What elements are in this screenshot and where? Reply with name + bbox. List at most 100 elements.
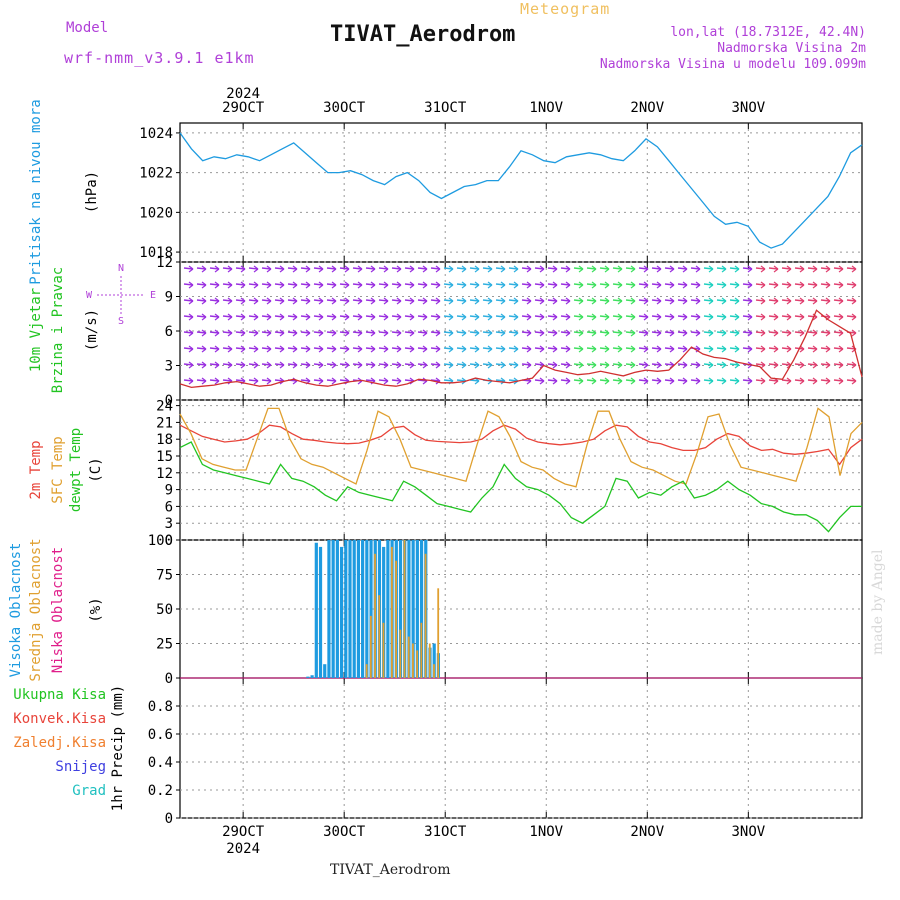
wind-arrowhead <box>370 281 376 289</box>
wind-arrowhead <box>214 329 220 337</box>
wind-arrowhead <box>591 329 597 337</box>
wind-arrowhead <box>448 361 454 369</box>
wind-arrowhead <box>331 345 337 353</box>
wind-arrow <box>196 379 207 382</box>
wind-arrow <box>443 347 454 350</box>
wind-arrowhead <box>214 361 220 369</box>
wind-arrowhead <box>760 361 766 369</box>
wind-arrow <box>612 331 623 334</box>
wind-arrowhead <box>591 281 597 289</box>
wind-arrow <box>222 299 233 302</box>
wind-arrowhead <box>695 329 701 337</box>
y-tick-label: 100 <box>148 533 173 549</box>
wind-arrowhead <box>617 345 623 353</box>
wind-arrow <box>248 379 259 382</box>
wind-arrow <box>547 299 558 302</box>
wind-arrowhead <box>604 361 610 369</box>
cloud-bar <box>365 540 369 678</box>
compass-s: S <box>118 316 124 327</box>
wind-arrow <box>742 331 753 334</box>
wind-arrowhead <box>201 297 207 305</box>
wind-arrow <box>469 331 480 334</box>
wind-arrow <box>404 379 415 382</box>
wind-arrowhead <box>591 361 597 369</box>
cloud-bar <box>398 540 403 678</box>
wind-arrow <box>508 299 519 302</box>
wind-arrowhead <box>578 297 584 305</box>
wind-arrow <box>235 315 246 318</box>
wind-arrow <box>781 267 792 270</box>
wind-arrowhead <box>825 345 831 353</box>
wind-arrow <box>820 347 831 350</box>
wind-arrow <box>261 379 272 382</box>
wind-arrow <box>235 331 246 334</box>
wind-arrow <box>183 379 194 382</box>
cloud-bar <box>356 540 361 678</box>
wind-arrowhead <box>760 329 766 337</box>
wind-arrowhead <box>201 265 207 273</box>
wind-arrow <box>690 315 701 318</box>
wind-arrow <box>547 347 558 350</box>
wind-arrowhead <box>799 313 805 321</box>
wind-arrowhead <box>734 377 740 385</box>
wind-arrow <box>729 363 740 366</box>
wind-arrow <box>287 347 298 350</box>
wind-arrow <box>222 347 233 350</box>
cloud-bar <box>416 650 419 678</box>
wind-arrow <box>274 315 285 318</box>
wind-arrowhead <box>695 281 701 289</box>
wind-arrow <box>443 267 454 270</box>
wind-arrowhead <box>656 313 662 321</box>
wind-arrowhead <box>253 377 259 385</box>
cloud-bar <box>407 636 410 678</box>
wind-arrowhead <box>253 281 259 289</box>
wind-arrow <box>456 331 467 334</box>
wind-arrow <box>833 315 844 318</box>
y-tick-label: 12 <box>156 255 173 271</box>
wind-arrow <box>729 299 740 302</box>
model-label: Model <box>66 20 109 36</box>
wind-arrow <box>586 347 597 350</box>
wind-arrow <box>482 331 493 334</box>
y-tick-label: 12 <box>156 466 173 482</box>
wind-arrowhead <box>760 281 766 289</box>
wind-arrow <box>521 347 532 350</box>
wind-arrow <box>287 267 298 270</box>
wind-arrow <box>547 331 558 334</box>
wind-arrow <box>716 267 727 270</box>
wind-arrowhead <box>396 265 402 273</box>
wind-arrow <box>469 283 480 286</box>
wind-arrowhead <box>721 377 727 385</box>
wind-arrowhead <box>500 297 506 305</box>
wind-arrowhead <box>409 297 415 305</box>
wind-arrow <box>560 347 571 350</box>
wind-arrow <box>326 267 337 270</box>
wind-arrow <box>339 283 350 286</box>
wind-arrowhead <box>396 297 402 305</box>
wind-arrowhead <box>578 265 584 273</box>
wind-arrowhead <box>617 313 623 321</box>
wind-arrowhead <box>760 377 766 385</box>
wind-arrowhead <box>773 361 779 369</box>
wind-arrow <box>625 267 636 270</box>
temp-axis-2m: 2m Temp <box>28 440 44 499</box>
wind-arrow <box>625 379 636 382</box>
wind-arrow <box>560 267 571 270</box>
meteogram-label: Meteogram <box>520 0 611 18</box>
cloud-bar <box>369 540 373 678</box>
wind-arrowhead <box>669 377 675 385</box>
wind-arrow <box>339 379 350 382</box>
wind-arrow <box>638 267 649 270</box>
wind-arrowhead <box>539 329 545 337</box>
wind-arrow <box>183 299 194 302</box>
wind-arrow <box>300 315 311 318</box>
wind-arrowhead <box>669 313 675 321</box>
wind-arrow <box>365 347 376 350</box>
wind-arrow <box>391 315 402 318</box>
wind-arrow <box>651 379 662 382</box>
cloud-bar <box>382 546 386 678</box>
wind-arrow <box>781 379 792 382</box>
precip-legend-item: Zaledj.Kisa <box>13 735 106 751</box>
wind-arrow <box>495 299 506 302</box>
